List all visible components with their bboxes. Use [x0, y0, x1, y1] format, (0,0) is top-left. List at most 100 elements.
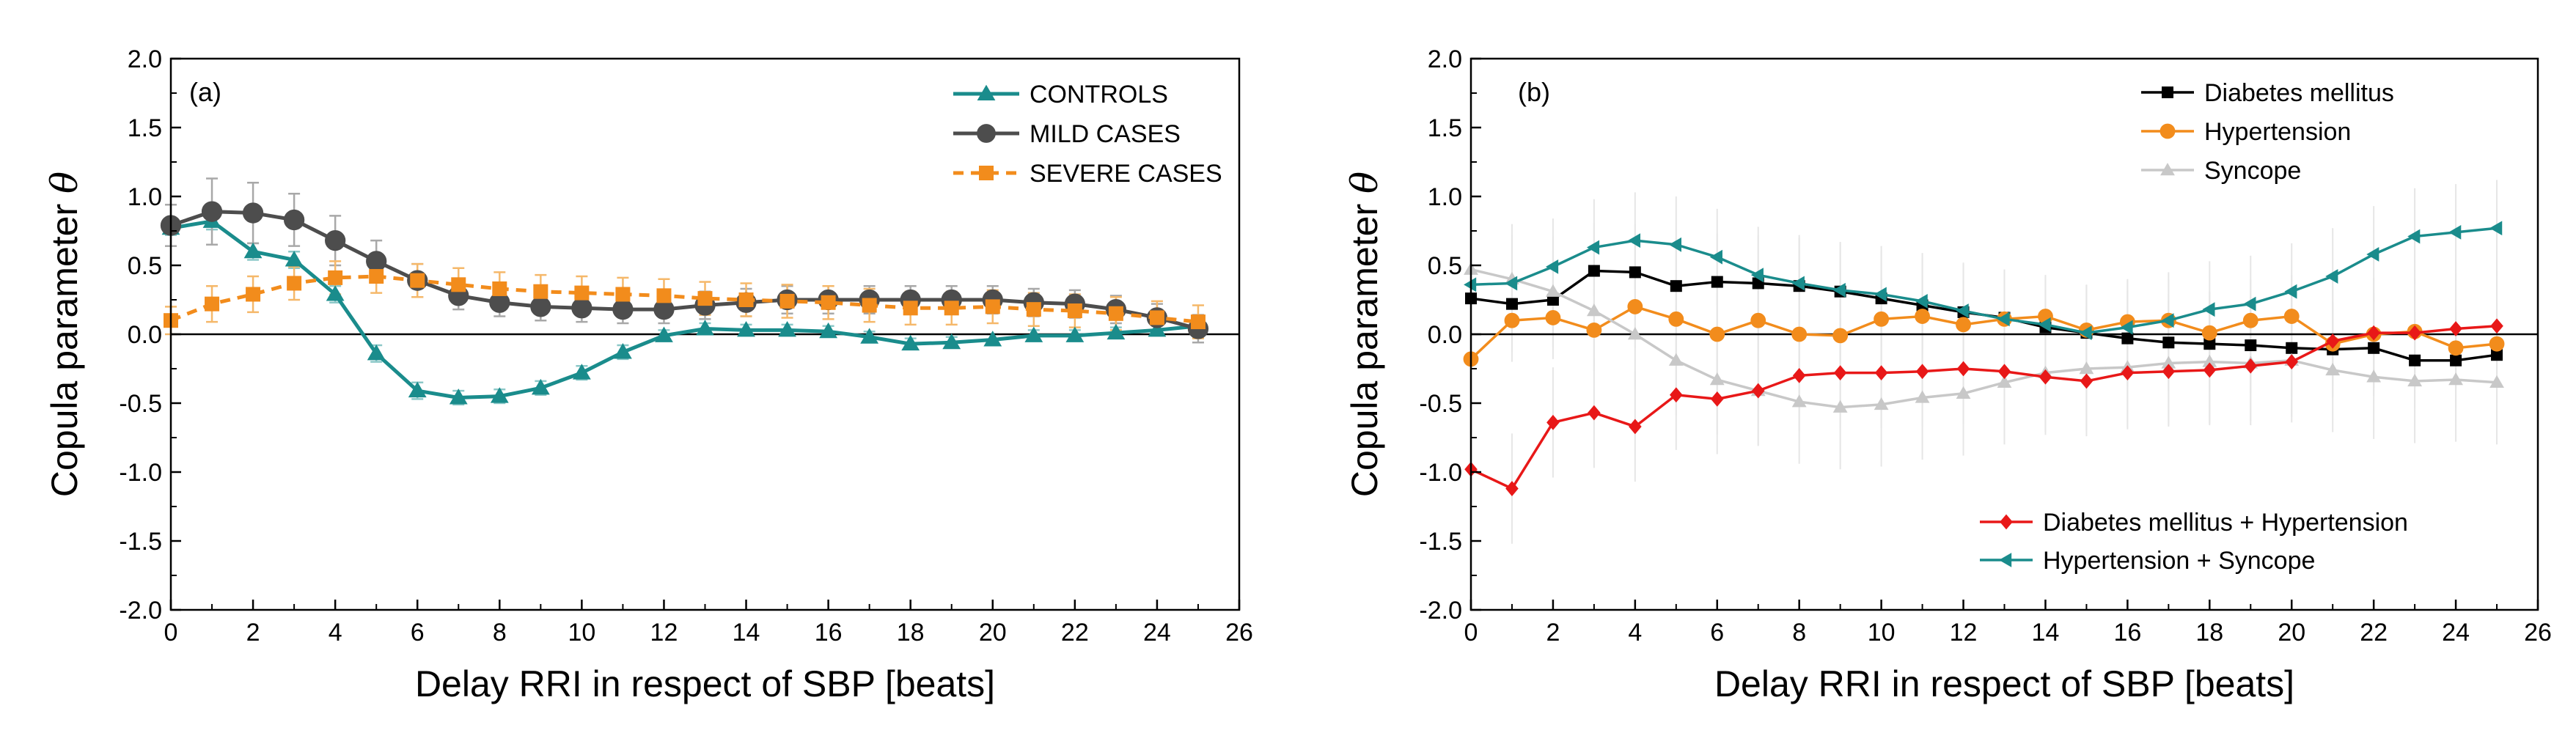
- legend-label: Diabetes mellitus + Hypertension: [2043, 509, 2408, 537]
- data-point: [1586, 322, 1602, 338]
- data-point: [1107, 323, 1126, 340]
- legend-label: Hypertension: [2204, 118, 2351, 146]
- data-point: [2245, 339, 2257, 352]
- data-point: [1024, 326, 1043, 342]
- data-point: [615, 287, 631, 302]
- data-point: [1588, 265, 1600, 277]
- data-point: [1067, 303, 1082, 319]
- legend-marker: [2159, 123, 2176, 139]
- data-point: [1956, 317, 1971, 333]
- data-point: [1751, 383, 1765, 399]
- data-point: [1710, 391, 1724, 407]
- y-tick-label: 1.0: [128, 183, 162, 211]
- data-point: [1956, 386, 1971, 399]
- data-point: [1627, 327, 1643, 340]
- legend-marker: [979, 166, 994, 180]
- data-point: [2243, 296, 2256, 312]
- data-point: [572, 364, 591, 380]
- data-point: [2079, 361, 2094, 375]
- data-point: [1505, 276, 1518, 291]
- y-tick-label: 1.0: [1428, 183, 1462, 211]
- series-line: [1470, 268, 2498, 409]
- data-point: [2450, 354, 2462, 367]
- legend: Diabetes mellitus + Hypertension Hyperten…: [1980, 509, 2408, 575]
- data-point: [696, 320, 714, 336]
- series-mild-cases: [160, 201, 1209, 339]
- x-tick-label: 14: [2032, 619, 2060, 647]
- data-point: [1874, 365, 1888, 381]
- data-point: [410, 273, 425, 288]
- data-point: [285, 251, 304, 267]
- panel-a: 0 2 4 6 8 10 12 14 16 18 20 22 24 26-2.0-1.5-1.0-0.50…: [43, 45, 1253, 704]
- y-tick-label: 1.5: [128, 114, 162, 142]
- data-point: [1627, 233, 1641, 248]
- x-tick-label: 20: [979, 619, 1007, 647]
- data-point: [1668, 353, 1684, 366]
- data-point: [1997, 364, 2011, 380]
- y-tick-label: 0.5: [1428, 252, 1462, 280]
- legend-marker: [2160, 163, 2175, 176]
- y-tick-label: 2.0: [128, 45, 162, 73]
- legend: Diabetes mellitus Hypertension Syncope: [2141, 79, 2394, 185]
- data-point: [242, 202, 264, 224]
- data-point: [901, 334, 920, 351]
- data-point: [1504, 312, 1520, 328]
- data-point: [2162, 364, 2176, 380]
- y-tick-label: 1.5: [1428, 114, 1462, 142]
- data-point: [2161, 356, 2176, 369]
- data-point: [243, 242, 263, 259]
- x-tick-label: 8: [1792, 619, 1806, 647]
- x-tick-label: 6: [1710, 619, 1724, 647]
- data-point: [1546, 284, 1560, 297]
- x-tick-label: 0: [1464, 619, 1478, 647]
- x-tick-label: 4: [1628, 619, 1642, 647]
- data-point: [1997, 312, 2010, 327]
- y-axis-title-text: Copula parameter: [44, 194, 85, 497]
- data-point: [1792, 368, 1806, 383]
- data-point: [1668, 311, 1684, 327]
- data-point: [205, 296, 220, 312]
- data-point: [2489, 221, 2503, 236]
- data-point: [367, 344, 386, 361]
- series-controls: [161, 212, 1208, 405]
- data-point: [1108, 306, 1123, 321]
- series-diabetes-mellitus-hypertension: [1464, 318, 2503, 496]
- data-point: [2409, 354, 2421, 367]
- series-hypertension-syncope: [1464, 221, 2503, 341]
- data-point: [655, 326, 673, 342]
- data-point: [1149, 310, 1164, 325]
- data-point: [2039, 369, 2052, 385]
- series-line: [1470, 324, 2498, 490]
- legend-label: MILD CASES: [1030, 120, 1181, 148]
- data-point: [862, 298, 877, 313]
- data-point: [821, 295, 836, 310]
- y-tick-label: -0.5: [119, 390, 162, 418]
- x-tick-label: 18: [897, 619, 925, 647]
- data-point: [1545, 310, 1561, 325]
- x-tick-label: 8: [493, 619, 507, 647]
- data-point: [449, 388, 468, 405]
- data-point: [1791, 394, 1807, 408]
- data-point: [201, 201, 223, 222]
- data-point: [366, 251, 387, 272]
- data-point: [2325, 362, 2341, 376]
- data-point: [1588, 405, 1601, 421]
- legend-label: CONTROLS: [1030, 81, 1168, 108]
- data-point: [2407, 374, 2423, 387]
- x-tick-label: 18: [2195, 619, 2223, 647]
- data-point: [2202, 302, 2215, 317]
- x-tick-label: 26: [2524, 619, 2552, 647]
- data-point: [451, 277, 466, 292]
- y-axis-title-text: Copula parameter: [1344, 194, 1385, 497]
- data-point: [1709, 326, 1725, 342]
- legend-marker: [977, 84, 996, 100]
- data-point: [2449, 321, 2462, 336]
- error-bars: [165, 177, 1204, 406]
- data-point: [2161, 313, 2174, 328]
- legend-label: Syncope: [2204, 157, 2301, 185]
- y-tick-label: -1.5: [1419, 528, 1462, 556]
- data-point: [1709, 372, 1725, 386]
- data-point: [2448, 372, 2463, 386]
- y-axis-title: Copula parameter θ: [1343, 172, 1386, 497]
